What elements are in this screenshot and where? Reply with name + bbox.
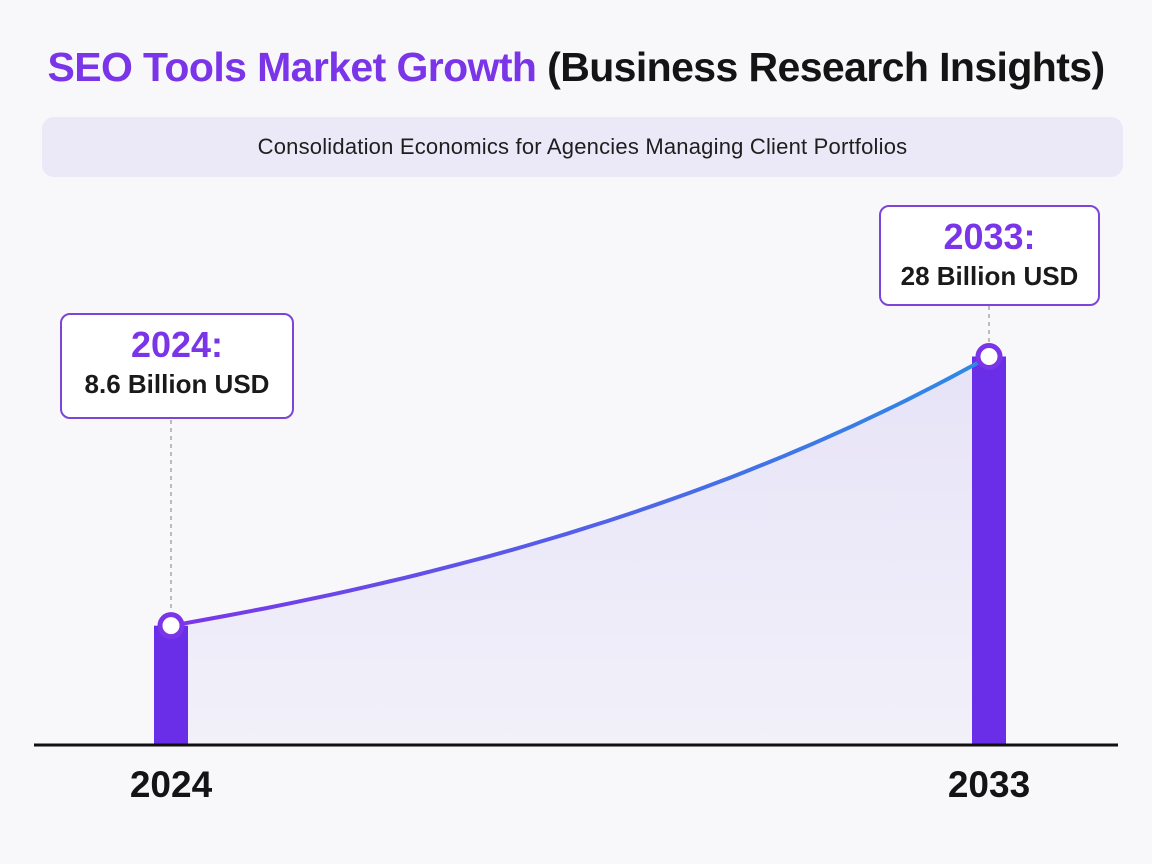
growth-line bbox=[169, 354, 991, 628]
callout-year: 2024: bbox=[130, 324, 224, 365]
callout-value: 8.6 Billion USD bbox=[84, 369, 270, 399]
subtitle-banner: Consolidation Economics for Agencies Man… bbox=[42, 117, 1123, 177]
area-fill bbox=[171, 356, 989, 745]
callout-value: 28 Billion USD bbox=[900, 261, 1079, 291]
callout-2033: 2033: 28 Billion USD bbox=[879, 205, 1100, 306]
subtitle-text: Consolidation Economics for Agencies Man… bbox=[257, 134, 908, 159]
chart-title: SEO Tools Market Growth (Business Resear… bbox=[0, 44, 1152, 91]
title-main: SEO Tools Market Growth bbox=[47, 44, 537, 90]
x-tick-label: 2024 bbox=[129, 764, 213, 805]
x-tick-label: 2033 bbox=[947, 764, 1031, 805]
title-source: (Business Research Insights) bbox=[547, 44, 1105, 90]
callout-2024: 2024: 8.6 Billion USD bbox=[60, 313, 294, 419]
data-point-2024 bbox=[157, 612, 185, 640]
bar-2033 bbox=[972, 356, 1006, 745]
callout-year: 2033: bbox=[943, 216, 1036, 257]
bar-2024 bbox=[154, 625, 188, 745]
data-point-2033 bbox=[975, 343, 1003, 370]
